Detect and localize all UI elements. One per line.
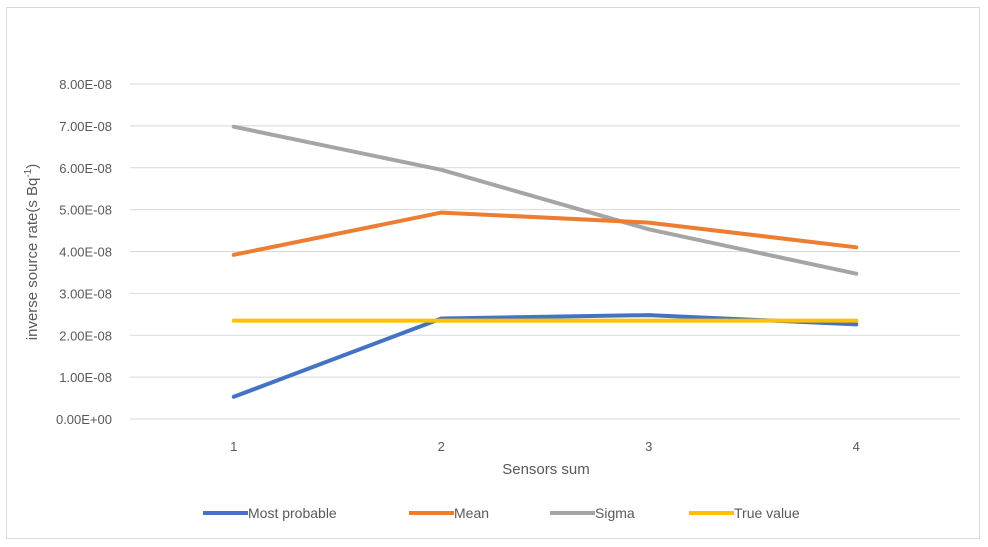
y-tick-label: 5.00E-08: [59, 203, 112, 218]
y-tick-label: 2.00E-08: [59, 328, 112, 343]
legend-label: True value: [734, 505, 800, 521]
x-axis-title: Sensors sum: [502, 461, 590, 478]
series-line-sigma: [231, 124, 859, 276]
y-tick-label: 7.00E-08: [59, 119, 112, 134]
y-tick-label: 8.00E-08: [59, 77, 112, 92]
y-tick-label: 3.00E-08: [59, 286, 112, 301]
x-tick-label: 1: [230, 439, 237, 454]
y-tick-label: 0.00E+00: [56, 412, 112, 427]
x-tick-label: 3: [645, 439, 652, 454]
y-tick-label: 4.00E-08: [59, 245, 112, 260]
y-axis-title: inverse source rate(s Bq-1): [23, 164, 41, 340]
series-line-most-probable: [231, 313, 859, 399]
chart-frame: [6, 7, 980, 539]
gridlines: [130, 83, 960, 420]
legend-label: Mean: [454, 505, 489, 521]
legend-label: Most probable: [248, 505, 337, 521]
legend-label: Sigma: [595, 505, 635, 521]
y-axis-tick-labels: 0.00E+00 1.00E-08 2.00E-08 3.00E-08 4.00E-08…: [56, 77, 112, 427]
y-tick-label: 6.00E-08: [59, 161, 112, 176]
y-tick-label: 1.00E-08: [59, 370, 112, 385]
x-axis-tick-labels: 1 2 3 4: [230, 439, 860, 454]
series-lines: [231, 124, 859, 399]
legend: Most probable Mean Sigma True value: [203, 505, 800, 521]
series-line-mean: [231, 210, 859, 257]
x-tick-label: 4: [853, 439, 860, 454]
x-tick-label: 2: [438, 439, 445, 454]
